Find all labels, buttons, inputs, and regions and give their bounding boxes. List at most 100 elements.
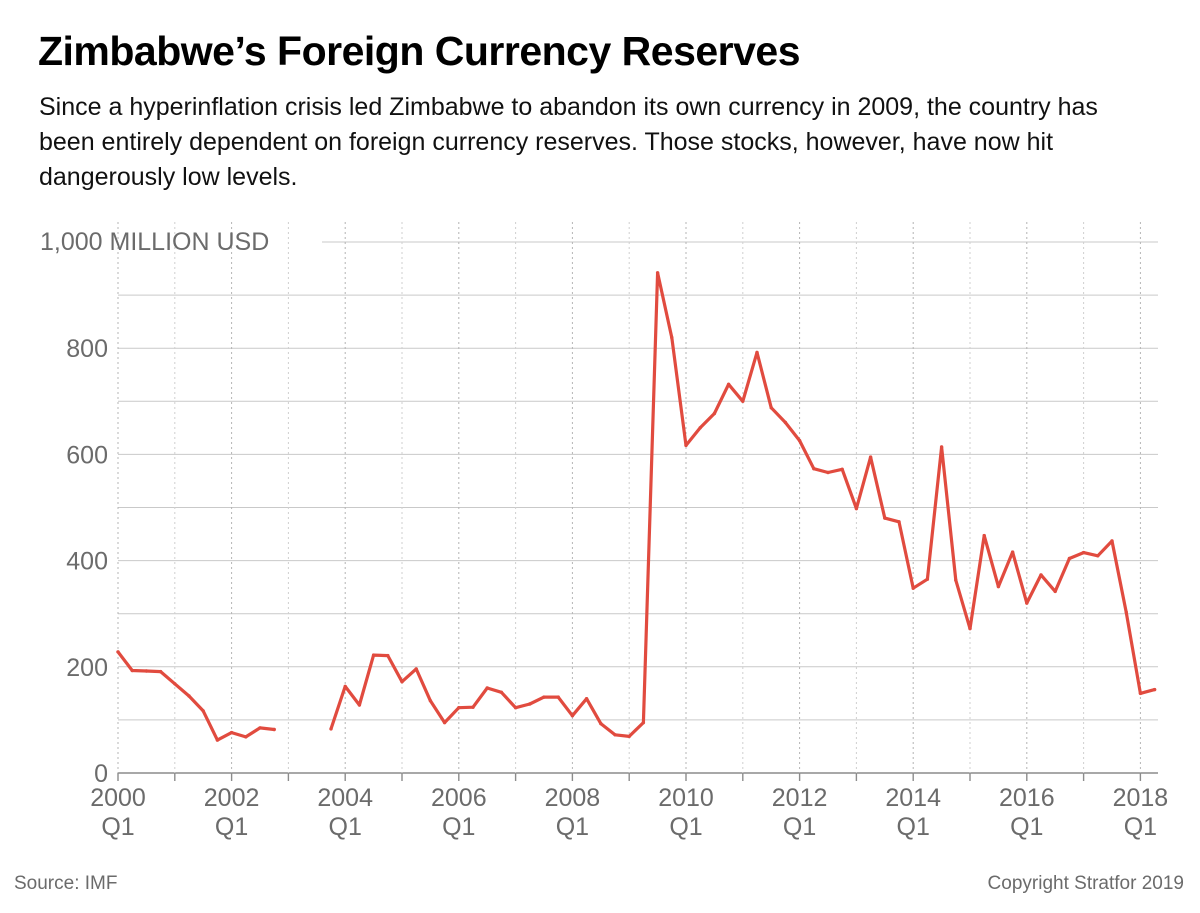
data-point <box>584 697 589 701</box>
data-point <box>428 699 433 703</box>
data-point <box>1081 550 1086 555</box>
data-point <box>996 584 1001 589</box>
y-tick-label: 200 <box>66 654 108 682</box>
data-point <box>641 720 646 725</box>
data-point <box>471 705 475 709</box>
data-point <box>939 445 944 449</box>
y-tick-label: 800 <box>66 335 108 363</box>
chart-subtitle: Since a hyperinflation crisis led Zimbab… <box>39 93 1098 191</box>
data-point <box>371 653 376 657</box>
data-point <box>783 420 788 425</box>
data-point <box>627 734 631 739</box>
x-axis-labels: 2000Q12002Q12004Q12006Q12008Q12010Q12012… <box>90 784 1168 841</box>
data-point <box>712 411 717 416</box>
data-point <box>1096 554 1100 558</box>
data-point <box>414 667 418 671</box>
data-point <box>1124 610 1128 614</box>
data-point <box>542 695 546 699</box>
x-tick-quarter: Q1 <box>329 813 362 841</box>
data-point <box>513 706 518 710</box>
data-point <box>187 694 191 698</box>
data-point <box>528 702 532 706</box>
data-point <box>1039 573 1043 577</box>
data-point <box>329 727 333 731</box>
data-point <box>897 520 901 524</box>
data-point <box>1010 550 1015 554</box>
data-point <box>613 733 617 737</box>
data-point <box>684 443 688 448</box>
data-point <box>797 438 802 443</box>
data-point <box>1067 556 1072 561</box>
data-point <box>201 709 205 713</box>
data-point <box>158 669 163 674</box>
y-axis-unit-label: 1,000 MILLION USD <box>40 228 269 256</box>
x-tick-quarter: Q1 <box>442 813 475 841</box>
data-point <box>272 727 276 732</box>
data-point <box>457 706 461 710</box>
x-tick-quarter: Q1 <box>897 813 930 841</box>
x-tick-quarter: Q1 <box>556 813 589 841</box>
x-tick-year: 2006 <box>431 784 487 812</box>
data-point <box>670 335 674 340</box>
data-point <box>726 382 731 386</box>
data-point <box>769 406 773 410</box>
x-tick-year: 2010 <box>658 784 714 812</box>
data-point <box>173 682 177 686</box>
major-gridlines <box>117 222 1142 781</box>
data-point <box>570 714 575 718</box>
y-tick-label: 400 <box>66 548 108 576</box>
data-point <box>599 721 603 726</box>
data-point <box>499 690 504 694</box>
data-point <box>883 516 887 520</box>
x-tick-year: 2018 <box>1113 784 1169 812</box>
data-point <box>357 703 362 707</box>
data-point <box>215 738 220 742</box>
data-point <box>116 650 120 654</box>
x-tick-year: 2004 <box>317 784 373 812</box>
data-point <box>1152 687 1157 692</box>
x-tick-quarter: Q1 <box>1010 813 1043 841</box>
series-line <box>116 650 276 742</box>
x-tick-year: 2008 <box>545 784 601 812</box>
data-point <box>343 684 347 689</box>
data-point <box>698 426 702 430</box>
x-tick-quarter: Q1 <box>215 813 248 841</box>
data-point <box>854 506 859 511</box>
data-point <box>1110 539 1114 543</box>
data-point <box>244 735 248 739</box>
data-point <box>741 399 745 403</box>
x-tick-year: 2012 <box>772 784 828 812</box>
data-point <box>130 668 134 673</box>
x-tick-quarter: Q1 <box>1124 813 1157 841</box>
copyright-note: Copyright Stratfor 2019 <box>987 873 1184 894</box>
x-tick-year: 2014 <box>885 784 941 812</box>
data-point <box>968 626 972 631</box>
data-point <box>954 578 958 582</box>
data-point <box>982 533 986 538</box>
x-tick-year: 2016 <box>999 784 1055 812</box>
x-tick-year: 2002 <box>204 784 260 812</box>
data-point <box>1053 589 1057 594</box>
y-tick-label: 600 <box>66 441 108 469</box>
data-point <box>840 467 844 471</box>
data-point <box>258 726 262 730</box>
data-point <box>1138 691 1143 696</box>
data-point <box>386 653 390 658</box>
data-point <box>925 577 930 581</box>
y-axis-labels: 0 200 400 600 800 1,000 MILLION USD <box>40 228 269 788</box>
data-point <box>556 695 560 699</box>
y-tick-label: 0 <box>94 760 108 788</box>
data-point <box>485 686 489 690</box>
series-group <box>116 271 1157 742</box>
data-point <box>1025 601 1029 605</box>
data-point <box>755 350 759 355</box>
data-point <box>400 680 404 684</box>
data-point <box>868 455 873 459</box>
minor-gridlines <box>118 241 1158 774</box>
data-point <box>229 730 234 735</box>
data-point <box>655 271 660 275</box>
x-tick-quarter: Q1 <box>669 813 702 841</box>
source-note: Source: IMF <box>14 873 118 894</box>
data-point <box>144 669 149 673</box>
